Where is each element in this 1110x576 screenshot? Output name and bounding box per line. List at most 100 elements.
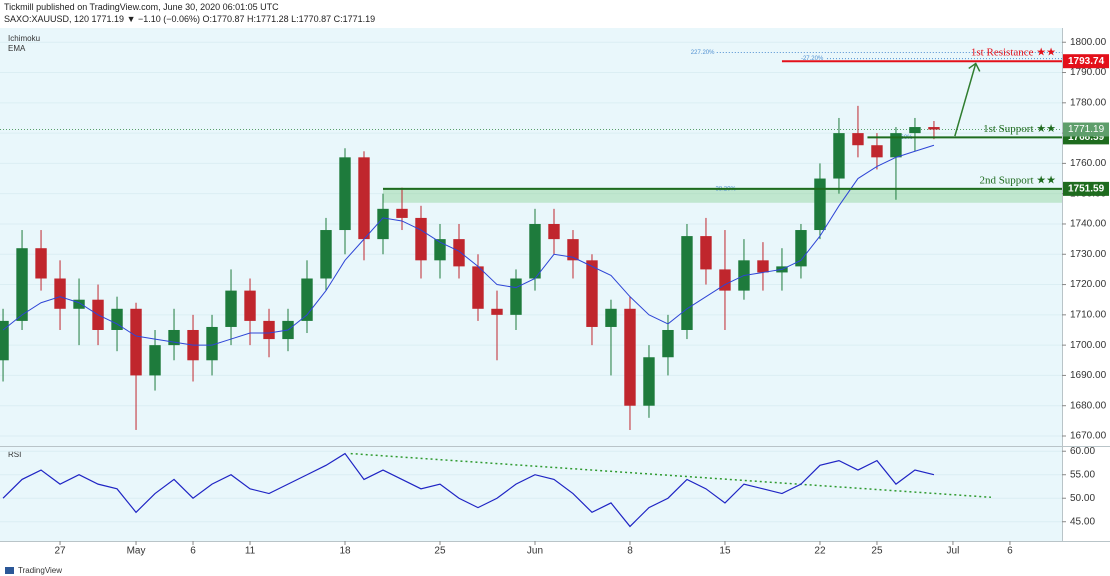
x-tick-label: Jun	[527, 546, 543, 557]
y-tick-label: 1730.00	[1070, 249, 1107, 260]
symbol-line: SAXO:XAUUSD, 120 1771.19 ▼ −1.10 (−0.06%…	[4, 14, 376, 24]
level-label: 1st Support ★★	[983, 123, 1056, 135]
candle-body	[605, 308, 617, 327]
rsi-pane	[0, 447, 1062, 541]
candle-body	[795, 230, 807, 267]
candle-body	[662, 329, 674, 358]
candle-body	[491, 308, 503, 315]
level-price-label: 1751.59	[1068, 184, 1105, 195]
x-tick-label: 6	[190, 546, 196, 557]
publisher-line: Tickmill published on TradingView.com, J…	[4, 2, 279, 12]
y-tick-label: 1720.00	[1070, 279, 1107, 290]
candle-body	[586, 260, 598, 327]
trendline	[350, 452, 991, 499]
candle-body	[16, 248, 28, 321]
indicator-label: Ichimoku	[8, 34, 40, 43]
x-tick-label: 8	[627, 546, 633, 557]
candle-body	[643, 357, 655, 406]
y-tick-label: 1670.00	[1070, 431, 1107, 442]
candle-body	[206, 326, 218, 361]
fib-label: -27.20%	[801, 56, 824, 62]
x-tick-label: 15	[719, 546, 731, 557]
candle-body	[320, 230, 332, 279]
candle-body	[472, 266, 484, 309]
candle-body	[814, 178, 826, 231]
candle-body	[168, 329, 180, 346]
candle-body	[567, 239, 579, 261]
candle-body	[757, 260, 769, 273]
candle-body	[890, 133, 902, 158]
candle-body	[700, 236, 712, 270]
level-label: 2nd Support ★★	[979, 174, 1056, 186]
level-label: 1st Resistance ★★	[971, 47, 1056, 59]
candle-body	[510, 278, 522, 315]
x-tick-label: 25	[434, 546, 446, 557]
candle-body	[453, 239, 465, 267]
candle-body	[263, 320, 275, 340]
x-tick-label: 22	[814, 546, 826, 557]
arrow	[954, 63, 977, 137]
fib-label: 227.20%	[691, 50, 715, 56]
candle-body	[396, 208, 408, 218]
y-tick-label: 1800.00	[1070, 37, 1107, 48]
y-tick-label: 1740.00	[1070, 219, 1107, 230]
candle-body	[130, 308, 142, 376]
y-tick-label: 1790.00	[1070, 67, 1107, 78]
candle-body	[719, 269, 731, 291]
x-tick-label: May	[127, 546, 146, 557]
candle-body	[339, 157, 351, 231]
candle-body	[225, 290, 237, 327]
candle-body	[149, 345, 161, 376]
candle-body	[852, 133, 864, 146]
y-tick-label: 45.00	[1070, 516, 1095, 527]
x-tick-label: 6	[1007, 546, 1013, 557]
x-tick-label: 27	[54, 546, 66, 557]
y-tick-label: 1780.00	[1070, 97, 1107, 108]
level-price-label: 1793.74	[1068, 56, 1105, 67]
candle-body	[244, 290, 256, 321]
level-price-box	[1063, 181, 1109, 196]
candle-body	[624, 308, 636, 406]
y-tick-label: 1710.00	[1070, 309, 1107, 320]
x-tick-label: 18	[339, 546, 351, 557]
candle-body	[928, 127, 940, 130]
arrow-head	[968, 62, 981, 72]
y-tick-label: 1690.00	[1070, 370, 1107, 381]
support-zone	[383, 187, 1063, 203]
level-price-label: 1768.59	[1068, 132, 1105, 143]
x-tick-label: 11	[245, 546, 256, 557]
x-tick-label: 25	[871, 546, 883, 557]
indicator-label: RSI	[8, 450, 21, 459]
last-price-box	[1063, 122, 1109, 137]
candle-body	[909, 127, 921, 134]
candle-body	[35, 248, 47, 279]
candle-body	[871, 145, 883, 158]
indicator-label: EMA	[8, 44, 26, 53]
candle-body	[73, 299, 85, 309]
x-tick-label: Jul	[947, 546, 960, 557]
y-tick-label: 55.00	[1070, 469, 1095, 480]
branding: TradingView	[18, 566, 62, 575]
y-tick-label: 1680.00	[1070, 400, 1107, 411]
last-price-label: 1771.19	[1068, 124, 1105, 135]
candle-body	[0, 320, 9, 361]
y-tick-label: 1700.00	[1070, 340, 1107, 351]
candle-body	[415, 217, 427, 261]
candle-body	[548, 223, 560, 240]
y-tick-label: 1760.00	[1070, 158, 1107, 169]
candle-body	[529, 223, 541, 279]
rsi-line	[2, 452, 935, 528]
candle-body	[833, 133, 845, 179]
y-tick-label: 60.00	[1070, 446, 1095, 457]
ema-line	[2, 144, 935, 346]
candle-body	[111, 308, 123, 330]
candle-body	[434, 239, 446, 261]
branding-logo	[5, 567, 14, 574]
level-price-box	[1063, 54, 1109, 69]
candle-body	[54, 278, 66, 309]
candle-body	[301, 278, 313, 321]
candle-body	[377, 208, 389, 240]
y-tick-label: 50.00	[1070, 493, 1095, 504]
